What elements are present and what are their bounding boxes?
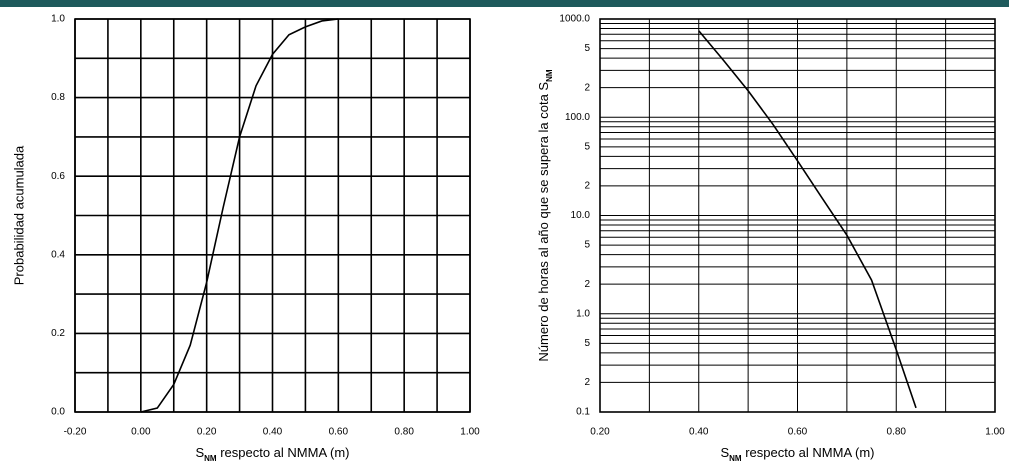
y-tick-label: 1000.0 [559,14,590,25]
x-axis-label: SNM respecto al NMMA (m) [720,445,874,462]
y-tick-label: 2 [584,377,590,388]
x-tick-label: 0.60 [329,427,349,438]
y-tick-label: 2 [584,181,590,192]
y-tick-label: 10.0 [571,210,591,221]
label-part: S [720,445,729,460]
x-tick-label: 1.00 [985,427,1005,438]
y-tick-label: 100.0 [565,112,590,123]
label-part: respecto al NMMA (m) [742,445,875,460]
x-axis-label: SNM respecto al NMMA (m) [195,445,349,462]
label-part: NM [729,454,742,463]
header-strip [0,0,1009,7]
x-tick-label: 0.20 [590,427,610,438]
y-tick-label: 0.8 [51,92,65,103]
x-tick-label: 0.40 [263,427,283,438]
x-tick-label: 0.40 [689,427,709,438]
y-tick-label: 1.0 [576,308,590,319]
y-tick-label: 2 [584,279,590,290]
label-part: NM [204,454,217,463]
x-tick-label: 0.60 [788,427,808,438]
label-part: Número de horas al año que se supera la … [536,91,551,362]
label-part: S [195,445,204,460]
label-part: respecto al NMMA (m) [217,445,350,460]
x-tick-label: -0.20 [64,427,87,438]
y-tick-label: 2 [584,82,590,93]
label-part: NM [545,69,554,82]
x-tick-label: 0.80 [394,427,414,438]
y-tick-label: 0.0 [51,407,65,418]
y-tick-label: 0.6 [51,171,65,182]
x-tick-label: 0.80 [887,427,907,438]
y-axis-label: Número de horas al año que se supera la … [536,69,553,361]
y-tick-label: 5 [584,43,590,54]
y-tick-label: 5 [584,338,590,349]
x-tick-label: 0.20 [197,427,217,438]
label-part: S [536,82,551,91]
y-axis-label: Probabilidad acumulada [11,145,26,285]
y-tick-label: 5 [584,240,590,251]
series-line [698,30,917,409]
y-tick-label: 1.0 [51,14,65,25]
plot-frame [599,18,996,413]
series-line [140,18,339,413]
plot-frame [74,18,471,413]
y-tick-label: 5 [584,141,590,152]
y-tick-label: 0.4 [51,249,65,260]
y-tick-label: 0.2 [51,328,65,339]
x-tick-label: 1.00 [460,427,480,438]
x-tick-label: 0.00 [131,427,151,438]
y-tick-label: 0.1 [576,407,590,418]
